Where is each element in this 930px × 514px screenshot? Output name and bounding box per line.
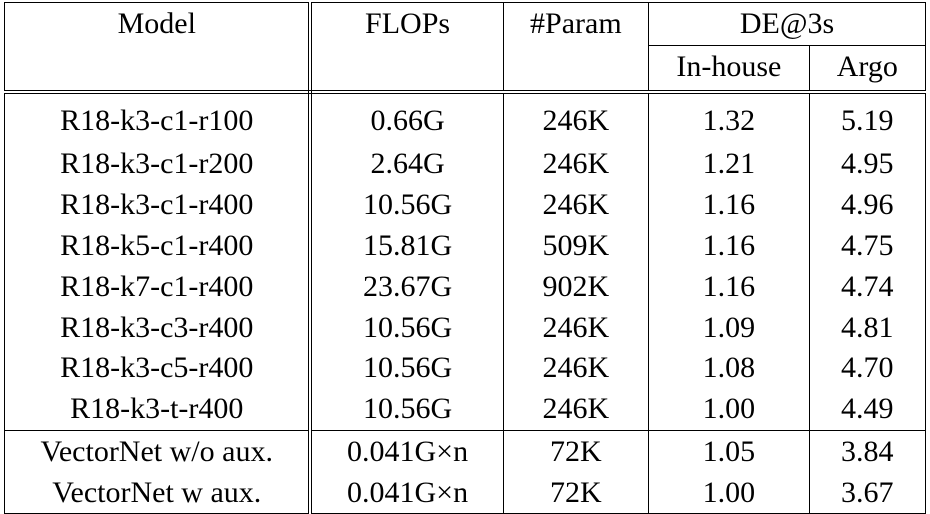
table-row: R18-k3-c1-r400 10.56G 246K 1.16 4.96 xyxy=(4,184,927,226)
cell-flops: 15.81G xyxy=(309,225,504,267)
table-row: R18-k3-c1-r200 2.64G 246K 1.21 4.95 xyxy=(4,144,927,185)
header-row-1: Model FLOPs #Param DE@3s xyxy=(4,2,926,88)
cell-argo: 4.95 xyxy=(808,144,927,185)
header-separator xyxy=(4,88,927,94)
cell-argo: 4.81 xyxy=(808,307,927,348)
cell-argo: 5.19 xyxy=(808,92,927,144)
cell-param: 246K xyxy=(502,347,650,389)
cell-model: R18-k3-c1-r400 xyxy=(4,184,313,226)
cell-argo: 4.49 xyxy=(808,388,927,431)
cell-model: R18-k3-c1-r200 xyxy=(4,144,313,185)
cell-param: 246K xyxy=(502,92,650,144)
cell-param: 246K xyxy=(502,307,650,348)
cell-flops: 0.66G xyxy=(309,92,504,144)
header-row-2: In-house Argo xyxy=(5,45,927,88)
table-row: R18-k5-c1-r400 15.81G 509K 1.16 4.75 xyxy=(4,225,927,267)
table-row-vectornet: VectorNet w aux. 0.041G×n 72K 1.00 3.67 xyxy=(4,472,927,514)
cell-inhouse: 1.16 xyxy=(648,225,810,267)
cell-param: 509K xyxy=(502,225,650,267)
cell-flops: 0.041G×n xyxy=(309,429,504,473)
table-row: R18-k3-c1-r100 0.66G 246K 1.32 5.19 xyxy=(4,92,927,144)
cell-model: R18-k3-c3-r400 xyxy=(4,307,313,348)
cell-flops: 10.56G xyxy=(309,388,504,431)
cell-flops: 23.67G xyxy=(309,266,504,308)
cell-model: R18-k5-c1-r400 xyxy=(4,225,313,267)
header-inhouse: In-house xyxy=(648,45,810,88)
table-row: R18-k7-c1-r400 23.67G 902K 1.16 4.74 xyxy=(4,266,927,308)
cell-model: R18-k3-c1-r100 xyxy=(4,92,313,144)
cell-model: VectorNet w/o aux. xyxy=(4,429,313,473)
results-table: Model FLOPs #Param DE@3s In-house Argo R… xyxy=(4,2,927,514)
cell-param: 246K xyxy=(502,144,650,185)
cell-inhouse: 1.16 xyxy=(648,266,810,308)
cell-flops: 0.041G×n xyxy=(309,472,504,514)
cell-flops: 10.56G xyxy=(309,347,504,389)
cell-argo-best: 3.67 xyxy=(808,472,927,514)
cell-flops: 10.56G xyxy=(309,184,504,226)
cell-inhouse: 1.00 xyxy=(648,388,810,431)
table-row: R18-k3-t-r400 10.56G 246K 1.00 4.49 xyxy=(4,388,927,431)
cell-argo: 4.74 xyxy=(808,266,927,308)
cell-inhouse: 1.08 xyxy=(648,347,810,389)
cell-inhouse: 1.21 xyxy=(648,144,810,185)
header-flops: FLOPs xyxy=(309,2,504,88)
cell-inhouse: 1.32 xyxy=(648,92,810,144)
cell-model: VectorNet w aux. xyxy=(4,472,313,514)
cell-argo: 4.70 xyxy=(808,347,927,389)
table-row: R18-k3-c3-r400 10.56G 246K 1.09 4.81 xyxy=(4,307,927,348)
header-argo: Argo xyxy=(808,45,927,88)
cell-inhouse: 1.09 xyxy=(648,307,810,348)
cell-inhouse: 1.05 xyxy=(648,429,810,473)
cell-argo: 3.84 xyxy=(808,429,927,473)
cell-model: R18-k7-c1-r400 xyxy=(4,266,313,308)
cell-model: R18-k3-c5-r400 xyxy=(4,347,313,389)
table-row: R18-k3-c5-r400 10.56G 246K 1.08 4.70 xyxy=(4,347,927,389)
header-model: Model xyxy=(4,2,313,88)
cell-argo: 4.75 xyxy=(808,225,927,267)
table-row-vectornet: VectorNet w/o aux. 0.041G×n 72K 1.05 3.8… xyxy=(4,429,927,473)
header-param: #Param xyxy=(502,2,650,88)
header-de3s: DE@3s xyxy=(648,2,926,46)
cell-inhouse-best: 1.00 xyxy=(648,472,810,514)
cell-flops: 2.64G xyxy=(309,144,504,185)
cell-inhouse: 1.16 xyxy=(648,184,810,226)
cell-argo: 4.96 xyxy=(808,184,927,226)
cell-param: 902K xyxy=(502,266,650,308)
cell-param: 246K xyxy=(502,184,650,226)
cell-model: R18-k3-t-r400 xyxy=(4,388,313,431)
cell-flops: 10.56G xyxy=(309,307,504,348)
cell-param: 72K xyxy=(502,429,650,473)
cell-param: 246K xyxy=(502,388,650,431)
cell-param: 72K xyxy=(502,472,650,514)
